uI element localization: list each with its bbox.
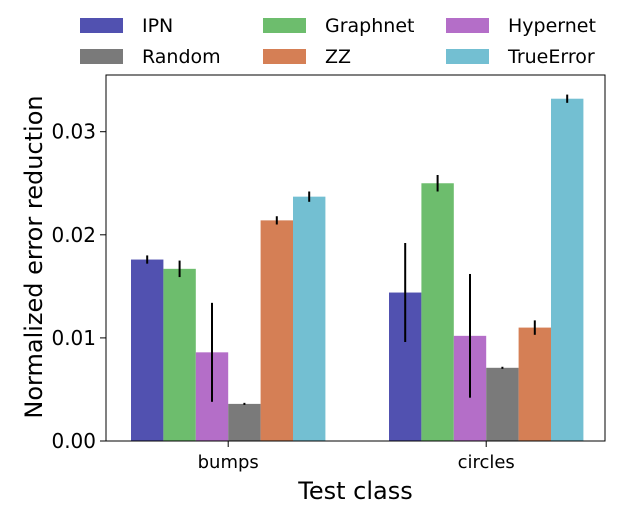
x-axis: bumps circles: [198, 441, 515, 473]
y-tick-label: 0.00: [51, 429, 96, 453]
y-tick-label: 0.03: [51, 120, 96, 144]
bar-trueerror-circles: [551, 98, 584, 441]
plot-frame: [105, 74, 606, 442]
x-axis-title: Test class: [297, 477, 412, 505]
legend-swatch-zz: [263, 49, 306, 64]
y-axis: 0.00 0.01 0.02 0.03: [51, 120, 106, 453]
bar-graphnet-bumps: [163, 268, 196, 441]
bar-graphnet-circles: [421, 183, 454, 441]
legend-label-random: Random: [142, 46, 221, 68]
y-tick-label: 0.01: [51, 326, 96, 350]
error-bars-layer: [146, 94, 569, 405]
bar-random-bumps: [228, 403, 261, 441]
legend-label-zz: ZZ: [325, 46, 351, 68]
x-tick-label: circles: [458, 452, 515, 473]
bar-ipn-bumps: [131, 259, 164, 441]
y-tick-label: 0.02: [51, 223, 96, 247]
bar-random-circles: [486, 367, 519, 441]
legend-label-hypernet: Hypernet: [508, 15, 596, 37]
x-tick-label: bumps: [198, 452, 259, 473]
bars-layer: [131, 98, 584, 441]
legend-label-trueerror: TrueError: [507, 46, 595, 68]
legend-label-ipn: IPN: [142, 15, 173, 37]
legend-swatch-random: [80, 49, 123, 64]
y-axis-title: Normalized error reduction: [20, 95, 48, 418]
legend-swatch-hypernet: [446, 18, 489, 33]
legend: IPN Graphnet Hypernet Random ZZ TrueError: [80, 15, 596, 68]
bar-zz-bumps: [260, 220, 293, 441]
bar-trueerror-bumps: [293, 196, 326, 441]
legend-label-graphnet: Graphnet: [325, 15, 414, 37]
legend-swatch-trueerror: [446, 49, 489, 64]
legend-swatch-ipn: [80, 18, 123, 33]
bar-zz-circles: [518, 327, 551, 441]
legend-swatch-graphnet: [263, 18, 306, 33]
